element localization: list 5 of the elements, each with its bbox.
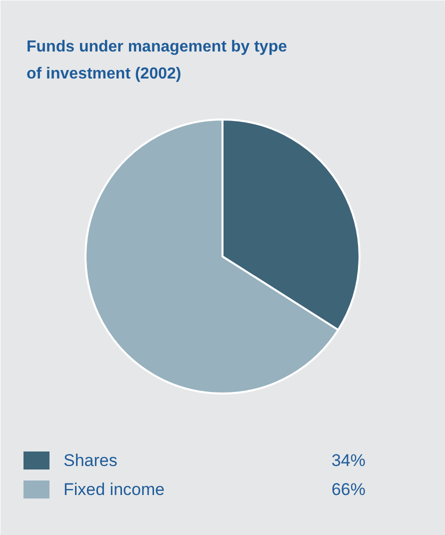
legend-label: Shares [64, 451, 118, 470]
chart-title: Funds under management by type of investment (2002) [26, 38, 288, 83]
legend-label: Fixed income [64, 480, 165, 499]
data-label: 34% [331, 451, 366, 470]
data-label: 66% [331, 480, 366, 499]
